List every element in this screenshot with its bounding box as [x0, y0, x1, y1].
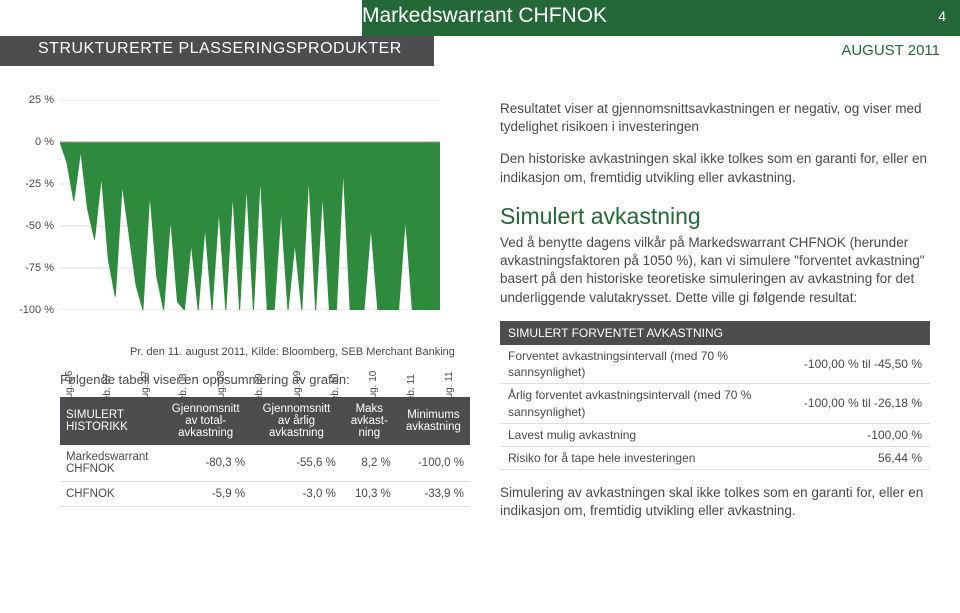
table-row: Markedswarrant CHFNOK-80,3 %-55,6 %8,2 %… [60, 445, 470, 482]
table-header: Gjennomsnitt av total-avkastning [160, 397, 251, 445]
x-axis-label: feb. 10 [330, 364, 341, 404]
table-cell: -80,3 % [160, 445, 251, 482]
page-header: Markedswarrant CHFNOK 4 STRUKTURERTE PLA… [0, 0, 960, 40]
table-cell: -55,6 % [251, 445, 342, 482]
right-column: Resultatet viser at gjennomsnittsavkastn… [490, 90, 960, 535]
para-disclaimer2: Simulering av avkastningen skal ikke tol… [500, 484, 930, 520]
chart-caption: Pr. den 11. august 2011, Kilde: Bloomber… [130, 346, 470, 358]
table-cell: Risiko for å tape hele investeringen [500, 446, 796, 469]
table-cell: CHFNOK [60, 482, 160, 507]
table-cell: -100,0 % [397, 445, 470, 482]
sim-history-table: SIMULERT HISTORIKKGjennomsnitt av total-… [60, 397, 470, 507]
x-axis-label: feb. 08 [178, 364, 189, 404]
table-cell: -100,00 % [796, 423, 930, 446]
x-axis-label: aug. 11 [444, 364, 455, 404]
table-header: SIMULERT HISTORIKK [60, 397, 160, 445]
left-column: 25 % 0 % -25 % -50 % -75 % -100 % aug. 06 feb.… [0, 90, 490, 535]
y-axis-label: -25 % [10, 178, 54, 190]
y-axis-label: -75 % [10, 262, 54, 274]
table-row: Lavest mulig avkastning-100,00 % [500, 423, 930, 446]
para-disclaimer1: Den historiske avkastningen skal ikke to… [500, 150, 930, 186]
y-axis-label: 0 % [10, 136, 54, 148]
table-cell: 56,44 % [796, 446, 930, 469]
x-axis-label: aug. 06 [64, 364, 75, 404]
table-header: Minimums avkastning [397, 397, 470, 445]
table-cell: -100,00 % til -45,50 % [796, 345, 930, 384]
table-row: Årlig forventet avkastningsintervall (me… [500, 384, 930, 423]
x-axis-label: feb. 11 [406, 364, 417, 404]
x-axis-label: feb. 07 [102, 364, 113, 404]
y-axis-label: -100 % [10, 304, 54, 316]
table-row: Risiko for å tape hele investeringen56,4… [500, 446, 930, 469]
table-cell: 10,3 % [342, 482, 397, 507]
doc-title: Markedswarrant CHFNOK [362, 4, 607, 28]
y-axis-label: 25 % [10, 94, 54, 106]
header-date: AUGUST 2011 [841, 42, 940, 59]
table-cell: Markedswarrant CHFNOK [60, 445, 160, 482]
table-header: Maks avkast-ning [342, 397, 397, 445]
page-number: 4 [938, 8, 946, 24]
table-cell: -100,00 % til -26,18 % [796, 384, 930, 423]
table-header: Gjennomsnitt av årlig avkastning [251, 397, 342, 445]
para-result: Resultatet viser at gjennomsnittsavkastn… [500, 100, 930, 136]
x-axis-label: aug. 07 [140, 364, 151, 404]
fwd-table-header: SIMULERT FORVENTET AVKASTNING [500, 321, 930, 345]
table-cell: -3,0 % [251, 482, 342, 507]
x-axis-label: aug. 09 [292, 364, 303, 404]
table-row: CHFNOK-5,9 %-3,0 %10,3 %-33,9 % [60, 482, 470, 507]
section-heading: Simulert avkastning [500, 201, 930, 232]
header-category: STRUKTURERTE PLASSERINGSPRODUKTER [38, 40, 402, 58]
fwd-table: Forventet avkastningsintervall (med 70 %… [500, 345, 930, 470]
x-axis-label: aug. 08 [216, 364, 227, 404]
chart-svg [60, 100, 440, 310]
table-row: Forventet avkastningsintervall (med 70 %… [500, 345, 930, 384]
y-axis-label: -50 % [10, 220, 54, 232]
table-cell: 8,2 % [342, 445, 397, 482]
table-cell: Lavest mulig avkastning [500, 423, 796, 446]
history-chart: 25 %0 %-25 %-50 %-75 %-100 % aug. 06feb.… [60, 100, 470, 310]
x-axis-label: aug. 10 [368, 364, 379, 404]
para-sim-desc: Ved å benytte dagens vilkår på Markedswa… [500, 234, 930, 307]
table-cell: -5,9 % [160, 482, 251, 507]
table-cell: Årlig forventet avkastningsintervall (me… [500, 384, 796, 423]
table-cell: -33,9 % [397, 482, 470, 507]
table-cell: Forventet avkastningsintervall (med 70 %… [500, 345, 796, 384]
x-axis-label: feb. 09 [254, 364, 265, 404]
